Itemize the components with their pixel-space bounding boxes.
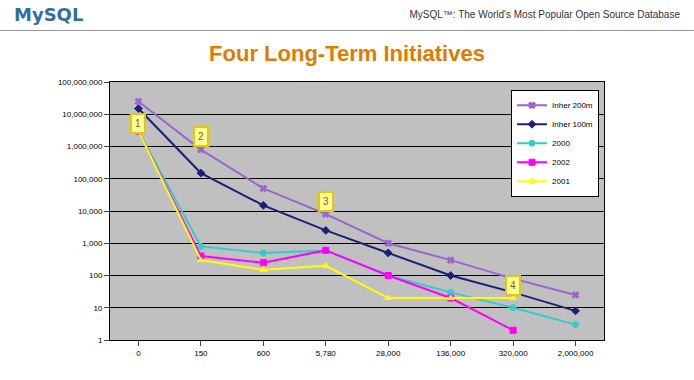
svg-text:5,780: 5,780 [316,349,337,358]
svg-text:1: 1 [135,118,141,129]
svg-text:1,000: 1,000 [82,239,103,248]
svg-text:3: 3 [323,196,329,207]
svg-text:28,000: 28,000 [376,349,401,358]
svg-text:Inher 100m: Inher 100m [552,120,593,129]
svg-text:100,000,000: 100,000,000 [58,78,103,87]
svg-text:4: 4 [510,280,516,291]
svg-text:10: 10 [93,304,102,313]
svg-text:0: 0 [136,349,141,358]
svg-text:2: 2 [198,131,204,142]
svg-text:2002: 2002 [552,158,570,167]
svg-text:100: 100 [89,271,103,280]
svg-text:100,000: 100,000 [73,175,102,184]
svg-text:320,000: 320,000 [499,349,528,358]
svg-text:10,000,000: 10,000,000 [62,110,103,119]
svg-text:2001: 2001 [552,177,570,186]
svg-text:1: 1 [98,336,103,345]
svg-text:2000: 2000 [552,139,570,148]
svg-text:Four Long-Term Initiatives: Four Long-Term Initiatives [209,41,485,66]
svg-text:1,000,000: 1,000,000 [67,142,103,151]
svg-text:Inher 200m: Inher 200m [552,101,593,110]
svg-text:10,000: 10,000 [78,207,103,216]
html-text:MySQL: MySQL [14,4,84,25]
svg-text:136,000: 136,000 [436,349,465,358]
svg-text:2,000,000: 2,000,000 [558,349,594,358]
svg-text:600: 600 [257,349,271,358]
svg-text:150: 150 [194,349,208,358]
html-text:MySQL™: The World's Most Popul: MySQL™: The World's Most Popular Open So… [409,9,680,20]
